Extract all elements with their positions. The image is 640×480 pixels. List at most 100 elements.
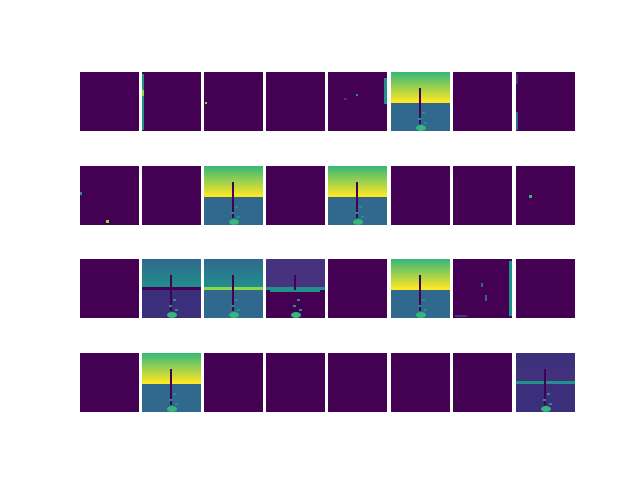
activation-spot — [424, 122, 427, 124]
feature-map-tile — [516, 353, 575, 412]
feature-map-image — [516, 166, 575, 225]
vertical-structure — [170, 275, 172, 311]
feature-map-tile — [516, 259, 575, 318]
feature-map-tile — [204, 259, 263, 318]
activation-dot — [529, 195, 532, 198]
activation-spot — [355, 212, 358, 214]
feature-map-image — [266, 353, 325, 412]
activation-spot — [235, 299, 238, 301]
feature-map-image — [204, 166, 263, 225]
feature-map-image — [80, 259, 139, 318]
activation-spot — [299, 309, 302, 311]
feature-map-background — [328, 72, 387, 131]
feature-map-tile — [80, 353, 139, 412]
bright-blob — [353, 219, 363, 225]
activation-spot — [237, 216, 240, 218]
bright-blob — [291, 312, 301, 318]
activation-spot — [175, 403, 178, 405]
feature-map-tile — [391, 166, 450, 225]
feature-map-background — [453, 353, 512, 412]
activation-dot — [344, 98, 347, 100]
activation-spot — [422, 299, 425, 301]
feature-map-background — [453, 72, 512, 131]
activation-dot — [455, 315, 467, 317]
feature-map-image — [80, 72, 139, 131]
feature-map-background — [80, 166, 139, 225]
activation-spot — [359, 206, 362, 208]
activation-spot — [297, 299, 300, 301]
feature-map-tile — [80, 72, 139, 131]
feature-map-tile — [80, 259, 139, 318]
activation-spot — [173, 393, 176, 395]
feature-map-image — [80, 353, 139, 412]
vertical-structure — [294, 275, 296, 311]
activation-dot — [142, 74, 144, 130]
feature-map-tile — [204, 72, 263, 131]
bright-blob — [229, 219, 239, 225]
activation-spot — [418, 118, 421, 120]
activation-spot — [547, 393, 550, 395]
feature-map-background — [328, 259, 387, 318]
feature-map-image — [142, 166, 201, 225]
feature-map-image — [204, 72, 263, 131]
feature-map-image — [266, 259, 325, 318]
activation-spot — [231, 212, 234, 214]
activation-spot — [418, 305, 421, 307]
feature-map-image — [266, 72, 325, 131]
feature-map-image — [391, 166, 450, 225]
feature-map-image — [453, 259, 512, 318]
activation-dot — [384, 78, 387, 104]
feature-map-image — [453, 72, 512, 131]
activation-spot — [293, 305, 296, 307]
bright-blob — [229, 312, 239, 318]
feature-map-tile — [391, 72, 450, 131]
feature-map-image — [453, 353, 512, 412]
activation-dot — [106, 220, 109, 223]
feature-map-background — [80, 259, 139, 318]
feature-map-tile — [516, 72, 575, 131]
feature-map-tile — [266, 166, 325, 225]
activation-dot — [205, 102, 207, 104]
feature-map-image — [391, 72, 450, 131]
activation-dot — [142, 90, 144, 96]
feature-map-background — [80, 72, 139, 131]
feature-map-image — [266, 166, 325, 225]
feature-map-image — [391, 259, 450, 318]
feature-map-background — [516, 166, 575, 225]
feature-map-image — [204, 259, 263, 318]
feature-map-image — [204, 353, 263, 412]
feature-map-tile — [142, 166, 201, 225]
activation-dot — [516, 74, 518, 84]
bright-blob — [541, 406, 551, 412]
feature-map-image — [328, 72, 387, 131]
feature-map-background — [453, 166, 512, 225]
feature-map-background — [266, 72, 325, 131]
feature-map-image — [142, 353, 201, 412]
feature-map-tile — [328, 353, 387, 412]
vertical-structure — [419, 275, 421, 311]
activation-dot — [485, 295, 487, 301]
feature-map-background — [142, 72, 201, 131]
feature-map-background — [328, 353, 387, 412]
feature-map-tile — [453, 166, 512, 225]
feature-map-image — [142, 72, 201, 131]
vertical-structure — [356, 182, 358, 218]
feature-map-tile — [391, 353, 450, 412]
vertical-structure — [232, 275, 234, 311]
bright-blob — [167, 312, 177, 318]
feature-map-image — [516, 259, 575, 318]
horizontal-activation — [270, 290, 320, 292]
feature-map-tile — [266, 353, 325, 412]
activation-spot — [543, 399, 546, 401]
activation-dot — [356, 94, 358, 96]
bright-blob — [167, 406, 177, 412]
activation-dot — [509, 261, 512, 316]
feature-map-tile — [328, 259, 387, 318]
feature-map-tile — [142, 72, 201, 131]
feature-map-background — [391, 353, 450, 412]
feature-map-background — [391, 166, 450, 225]
feature-map-background — [453, 259, 512, 318]
feature-map-background — [266, 353, 325, 412]
activation-spot — [173, 299, 176, 301]
feature-map-background — [80, 353, 139, 412]
